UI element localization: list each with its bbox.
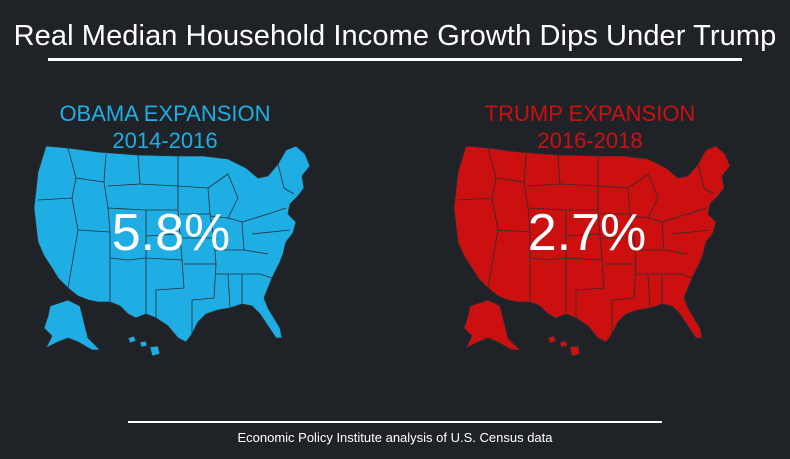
- source-note: Economic Policy Institute analysis of U.…: [237, 430, 553, 445]
- obama-period-label: 2014-2016: [112, 128, 218, 153]
- obama-heading-label: OBAMA EXPANSION: [59, 101, 271, 126]
- page-title: Real Median Household Income Growth Dips…: [13, 20, 777, 52]
- title-divider: [48, 58, 742, 61]
- us-map-red: [453, 145, 731, 357]
- trump-heading-label: TRUMP EXPANSION: [484, 101, 696, 126]
- obama-panel-heading: OBAMA EXPANSION 2014-2016: [15, 100, 315, 154]
- trump-panel-heading: TRUMP EXPANSION 2016-2018: [440, 100, 740, 154]
- footer-divider: [128, 421, 662, 423]
- trump-growth-value: 2.7%: [527, 204, 647, 262]
- trump-period-label: 2016-2018: [537, 128, 643, 153]
- obama-growth-value: 5.8%: [111, 204, 231, 262]
- us-map-blue: [33, 145, 311, 357]
